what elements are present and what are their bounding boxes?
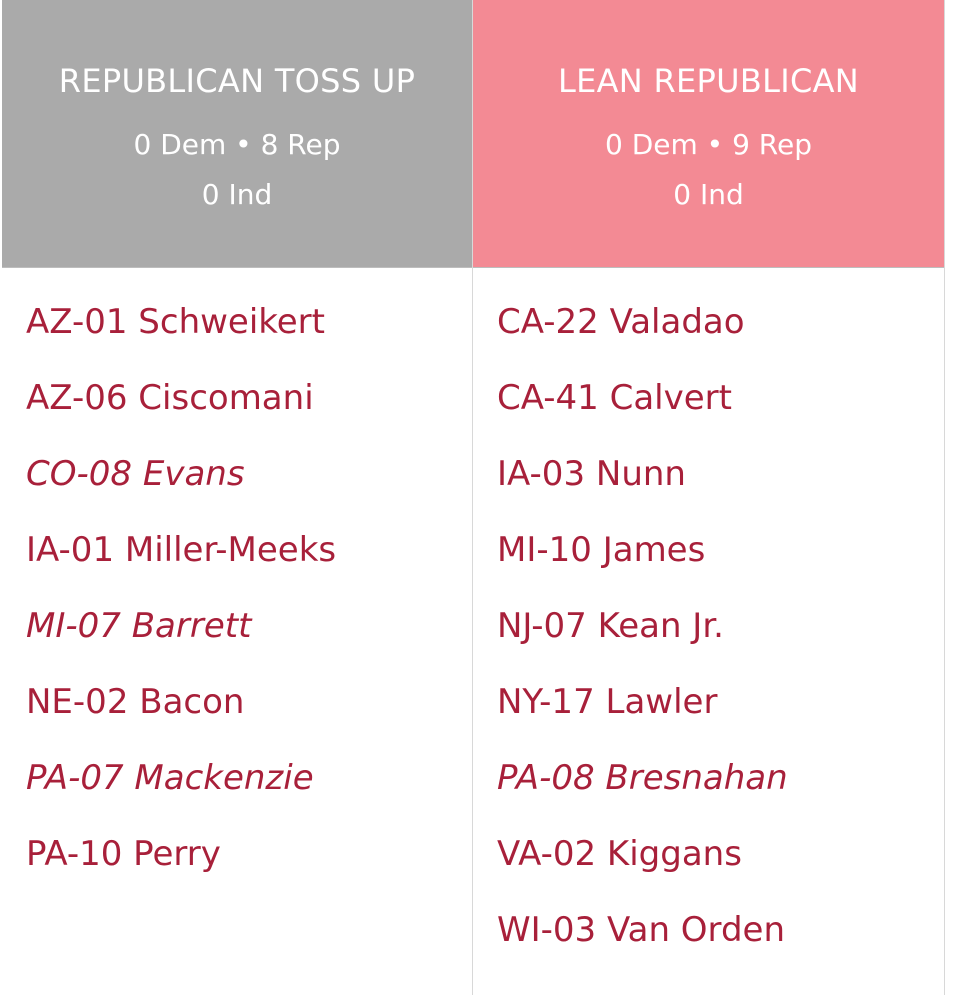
- seat-counts: 0 Dem • 9 Rep 0 Ind: [473, 120, 944, 220]
- lean-republican-header: LEAN REPUBLICAN 0 Dem • 9 Rep 0 Ind: [473, 0, 944, 268]
- seat-counts-dem-rep: 0 Dem • 8 Rep: [133, 128, 341, 161]
- republican-toss-up-column: REPUBLICAN TOSS UP 0 Dem • 8 Rep 0 Ind A…: [2, 0, 473, 995]
- lean-republican-column: LEAN REPUBLICAN 0 Dem • 9 Rep 0 Ind CA-2…: [473, 0, 945, 995]
- seat-counts: 0 Dem • 8 Rep 0 Ind: [2, 120, 472, 220]
- seat-counts-ind: 0 Ind: [673, 178, 744, 211]
- seat-link[interactable]: NJ-07 Kean Jr.: [497, 606, 724, 646]
- seat-link[interactable]: MI-10 James: [497, 530, 706, 570]
- column-title: REPUBLICAN TOSS UP: [58, 62, 416, 100]
- seat-link[interactable]: NY-17 Lawler: [497, 682, 718, 722]
- toss-up-seat-list: AZ-01 Schweikert AZ-06 Ciscomani CO-08 Eva…: [2, 268, 472, 908]
- lean-seat-list: CA-22 Valadao CA-41 Calvert IA-03 Nunn MI-1…: [473, 268, 944, 984]
- seat-link[interactable]: CA-41 Calvert: [497, 378, 732, 418]
- seat-link[interactable]: AZ-01 Schweikert: [26, 302, 325, 342]
- seat-link[interactable]: WI-03 Van Orden: [497, 910, 785, 950]
- seat-link[interactable]: IA-01 Miller-Meeks: [26, 530, 337, 570]
- seat-link[interactable]: CO-08 Evans: [26, 454, 245, 494]
- seat-link[interactable]: CA-22 Valadao: [497, 302, 745, 342]
- seat-counts-dem-rep: 0 Dem • 9 Rep: [604, 128, 812, 161]
- seat-link[interactable]: PA-07 Mackenzie: [26, 758, 314, 798]
- seat-link[interactable]: PA-08 Bresnahan: [497, 758, 788, 798]
- seat-link[interactable]: PA-10 Perry: [26, 834, 221, 874]
- seat-link[interactable]: NE-02 Bacon: [26, 682, 245, 722]
- seat-link[interactable]: IA-03 Nunn: [497, 454, 686, 494]
- seat-link[interactable]: AZ-06 Ciscomani: [26, 378, 314, 418]
- seat-counts-ind: 0 Ind: [201, 178, 273, 211]
- seat-link[interactable]: MI-07 Barrett: [26, 606, 252, 646]
- column-title: LEAN REPUBLICAN: [557, 62, 860, 100]
- seat-link[interactable]: VA-02 Kiggans: [497, 834, 742, 874]
- republican-toss-up-header: REPUBLICAN TOSS UP 0 Dem • 8 Rep 0 Ind: [2, 0, 472, 268]
